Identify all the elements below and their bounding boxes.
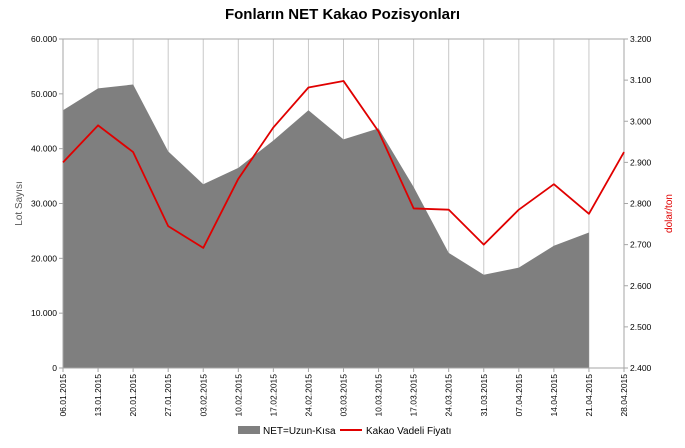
y-right-tick-label: 2.800: [630, 199, 652, 209]
y-right-tick-label: 3.000: [630, 116, 652, 126]
x-tick-label: 28.04.2015: [619, 374, 629, 417]
y-tick-label: 10.000: [31, 308, 57, 318]
legend-label-net: NET=Uzun-Kısa: [263, 426, 336, 437]
y-tick-label: 40.000: [31, 144, 57, 154]
y-tick-label: 50.000: [31, 89, 57, 99]
x-tick-label: 10.02.2015: [233, 374, 243, 417]
x-tick-label: 20.01.2015: [128, 374, 138, 417]
y-right-tick-label: 2.600: [630, 281, 652, 291]
x-tick-label: 03.02.2015: [198, 374, 208, 417]
y-right-tick-label: 3.200: [630, 34, 652, 44]
area-series-net: [63, 84, 589, 369]
x-tick-label: 06.01.2015: [58, 374, 68, 417]
x-tick-label: 21.04.2015: [584, 374, 594, 417]
legend-label-price: Kakao Vadeli Fiyatı: [366, 426, 451, 437]
x-tick-label: 27.01.2015: [163, 374, 173, 417]
y-right-tick-label: 2.400: [630, 363, 652, 373]
y-tick-label: 30.000: [31, 199, 57, 209]
x-tick-label: 14.04.2015: [549, 374, 559, 417]
x-tick-label: 13.01.2015: [93, 374, 103, 417]
x-tick-label: 31.03.2015: [479, 374, 489, 417]
chart-title: Fonların NET Kakao Pozisyonları: [224, 6, 461, 23]
y-right-tick-label: 2.700: [630, 240, 652, 250]
y-tick-label: 0: [52, 363, 57, 373]
x-tick-label: 07.04.2015: [514, 374, 524, 417]
x-tick-label: 10.03.2015: [374, 374, 384, 417]
line-series-price: [62, 80, 625, 249]
legend-swatch-net: [238, 426, 260, 434]
x-tick-label: 17.03.2015: [409, 374, 419, 417]
x-tick-label: 24.02.2015: [303, 374, 313, 417]
x-tick-label: 24.03.2015: [444, 374, 454, 417]
x-tick-label: 03.03.2015: [339, 374, 349, 417]
y-right-axis-title: dolar/ton: [664, 194, 675, 233]
y-tick-label: 20.000: [31, 253, 57, 263]
y-right-tick-label: 2.900: [630, 157, 652, 167]
y-axis-title: Lot Sayısı: [14, 181, 25, 225]
y-tick-label: 60.000: [31, 34, 57, 44]
x-tick-label: 17.02.2015: [268, 374, 278, 417]
y-right-tick-label: 2.500: [630, 322, 652, 332]
y-right-tick-label: 3.100: [630, 75, 652, 85]
